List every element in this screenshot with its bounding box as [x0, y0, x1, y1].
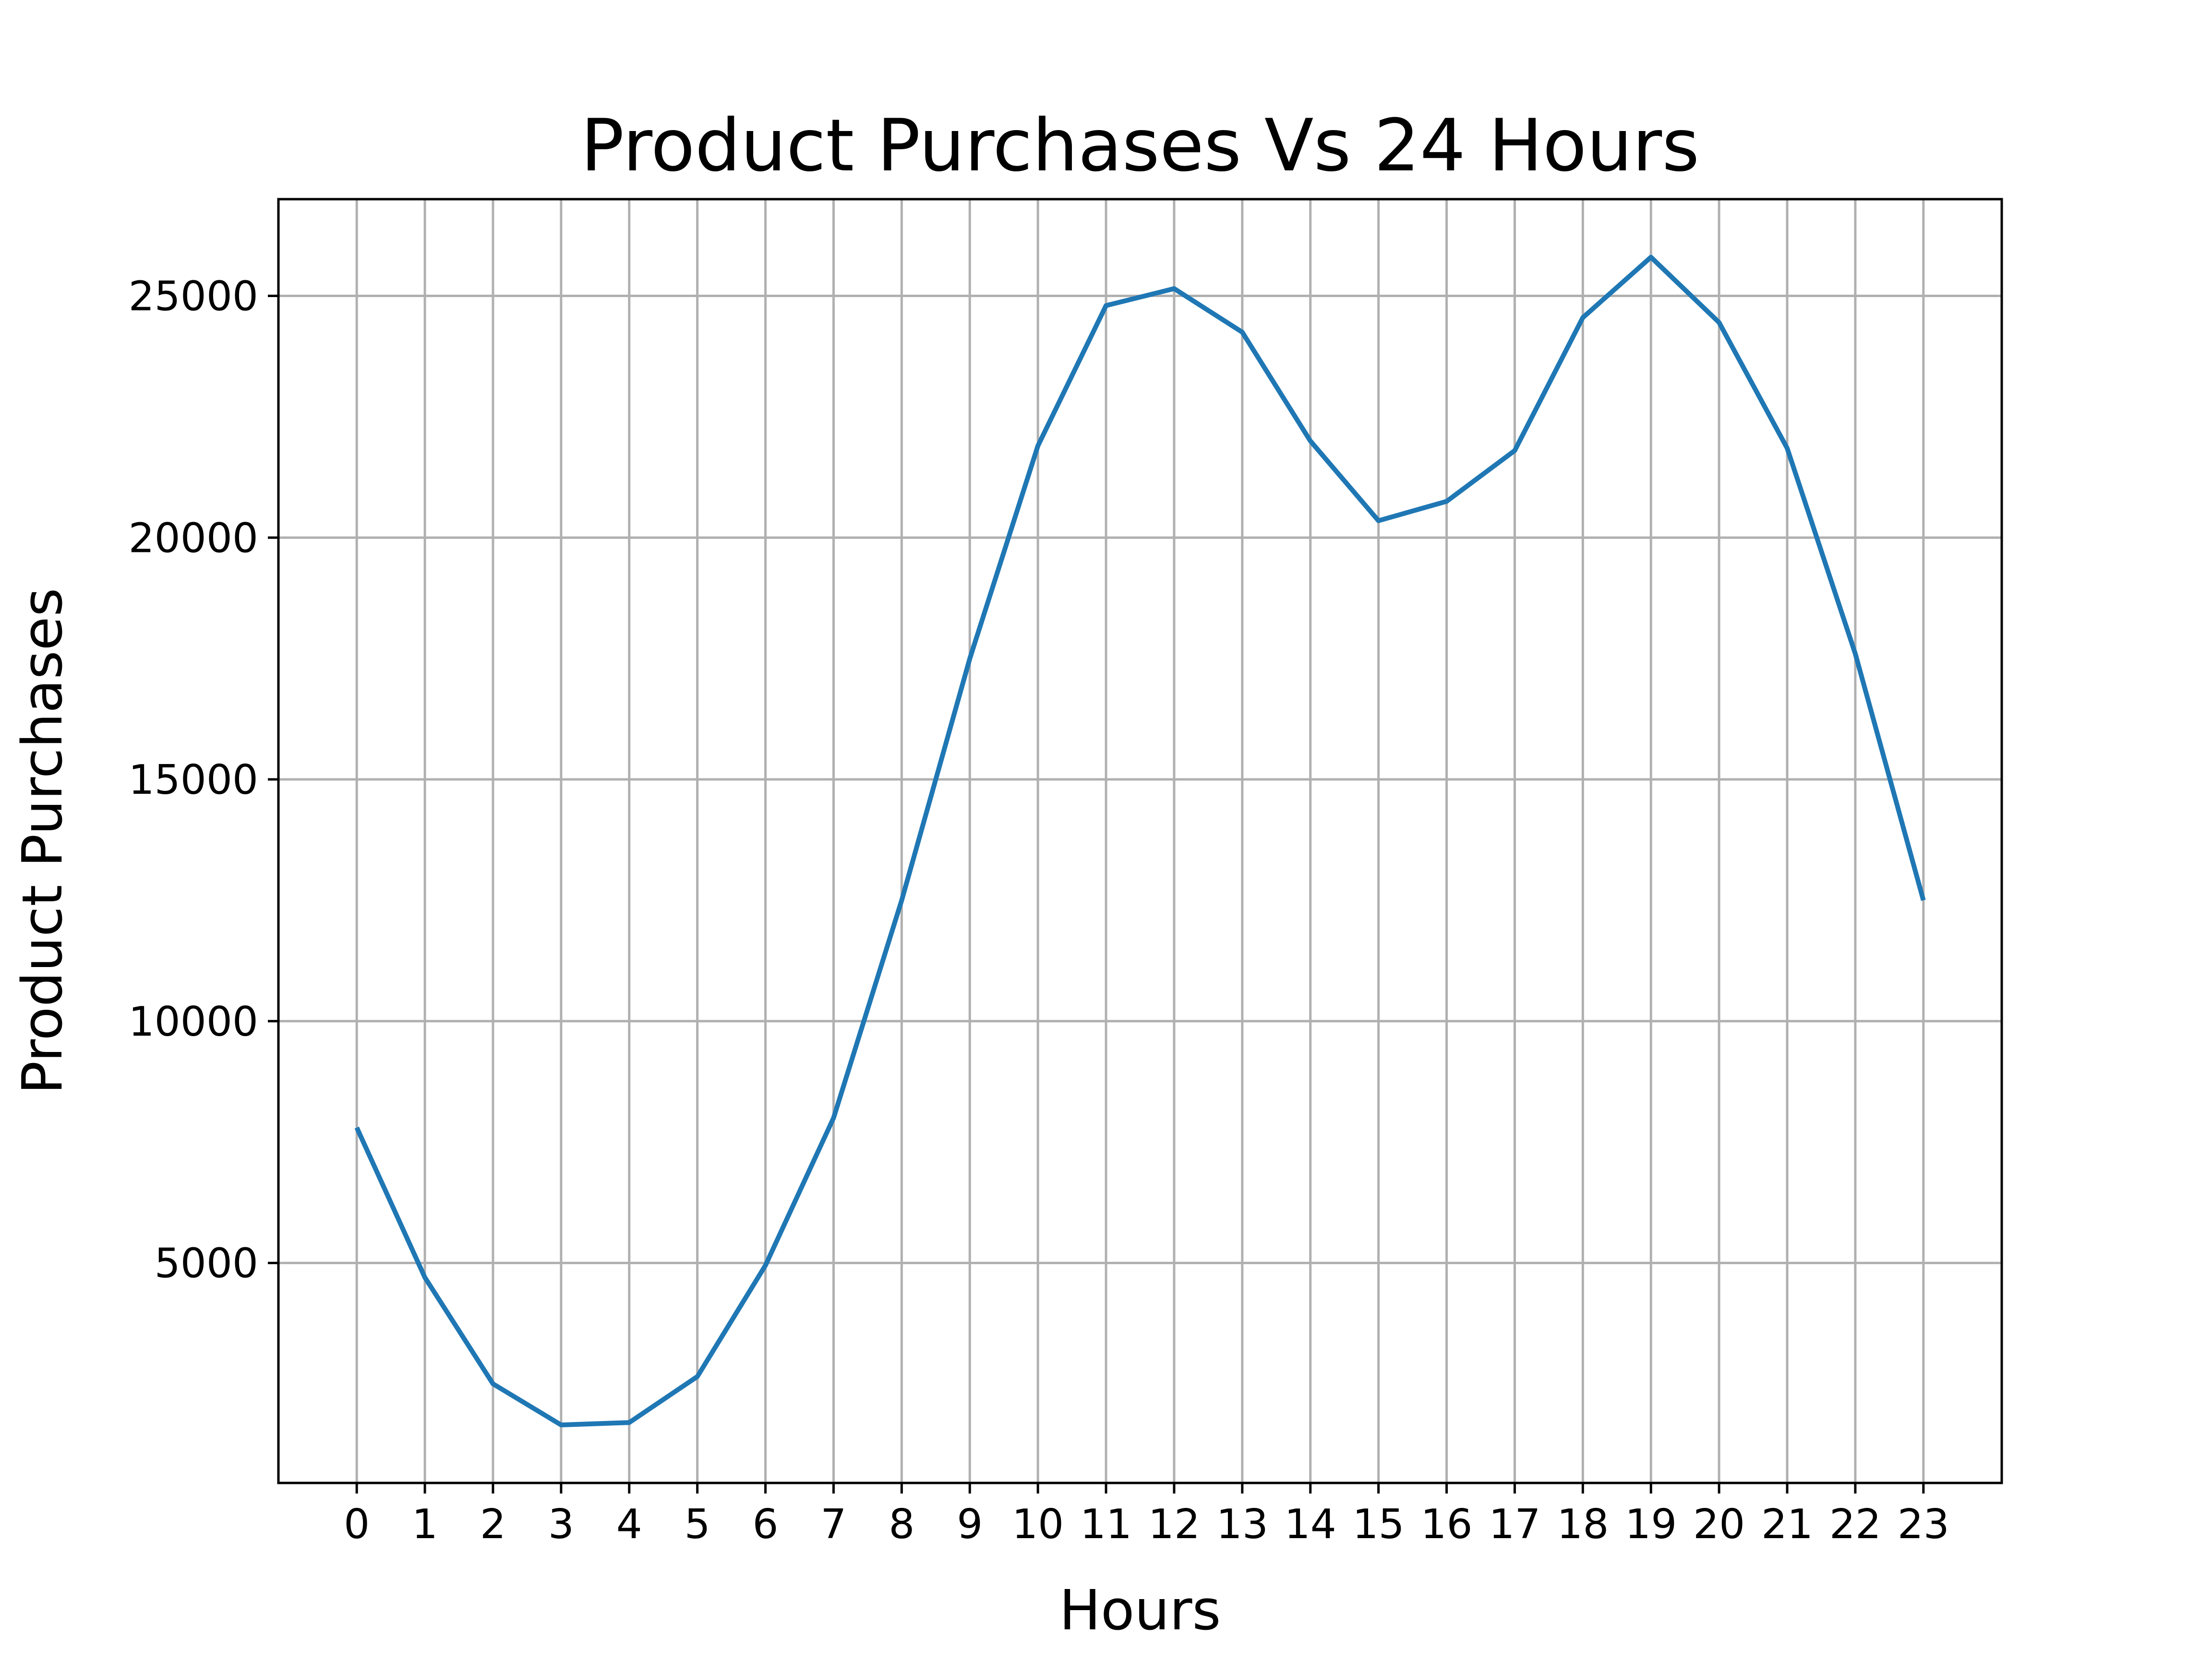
x-tick-label: 18 — [1557, 1501, 1609, 1548]
plot-frame — [277, 198, 2003, 1484]
x-tick-label: 8 — [889, 1501, 914, 1548]
x-tick-label: 16 — [1420, 1501, 1472, 1548]
x-tick-label: 3 — [548, 1501, 574, 1548]
x-tick-label: 12 — [1148, 1501, 1200, 1548]
x-tick-label: 17 — [1489, 1501, 1540, 1548]
y-axis-label: Product Purchases — [11, 588, 75, 1094]
x-tick-label: 20 — [1693, 1501, 1745, 1548]
y-axis-ticks: 5000 10000 15000 20000 25000 — [129, 273, 278, 1288]
x-tick-label: 2 — [480, 1501, 506, 1548]
y-tick-label: 25000 — [129, 273, 258, 321]
y-tick-label: 15000 — [129, 756, 258, 804]
x-tick-label: 21 — [1761, 1501, 1813, 1548]
x-tick-label: 19 — [1625, 1501, 1677, 1548]
x-tick-label: 9 — [957, 1501, 983, 1548]
y-tick-label: 20000 — [129, 514, 258, 562]
chart-title: Product Purchases Vs 24 Hours — [581, 104, 1700, 188]
x-tick-label: 6 — [753, 1501, 779, 1548]
x-tick-label: 13 — [1216, 1501, 1268, 1548]
x-tick-label: 7 — [820, 1501, 846, 1548]
series-line — [354, 254, 1926, 1428]
x-tick-label: 0 — [344, 1501, 370, 1548]
x-tick-label: 23 — [1898, 1501, 1949, 1548]
x-tick-label: 1 — [412, 1501, 438, 1548]
y-tick-label: 10000 — [129, 998, 258, 1046]
x-tick-label: 11 — [1080, 1501, 1132, 1548]
y-tick-label: 5000 — [155, 1240, 258, 1288]
grid-lines — [278, 199, 2002, 1483]
x-axis-label: Hours — [1059, 1578, 1221, 1643]
x-axis-ticks: 0 1 2 3 4 5 6 7 8 9 10 11 12 13 14 15 16 17 18 19 20 21 22 23 — [344, 1483, 1949, 1548]
x-tick-label: 5 — [685, 1501, 710, 1548]
x-tick-label: 15 — [1353, 1501, 1405, 1548]
series-layer — [354, 254, 1926, 1428]
x-tick-label: 14 — [1285, 1501, 1336, 1548]
x-tick-label: 4 — [616, 1501, 642, 1548]
x-tick-label: 22 — [1829, 1501, 1881, 1548]
x-tick-label: 10 — [1012, 1501, 1064, 1548]
